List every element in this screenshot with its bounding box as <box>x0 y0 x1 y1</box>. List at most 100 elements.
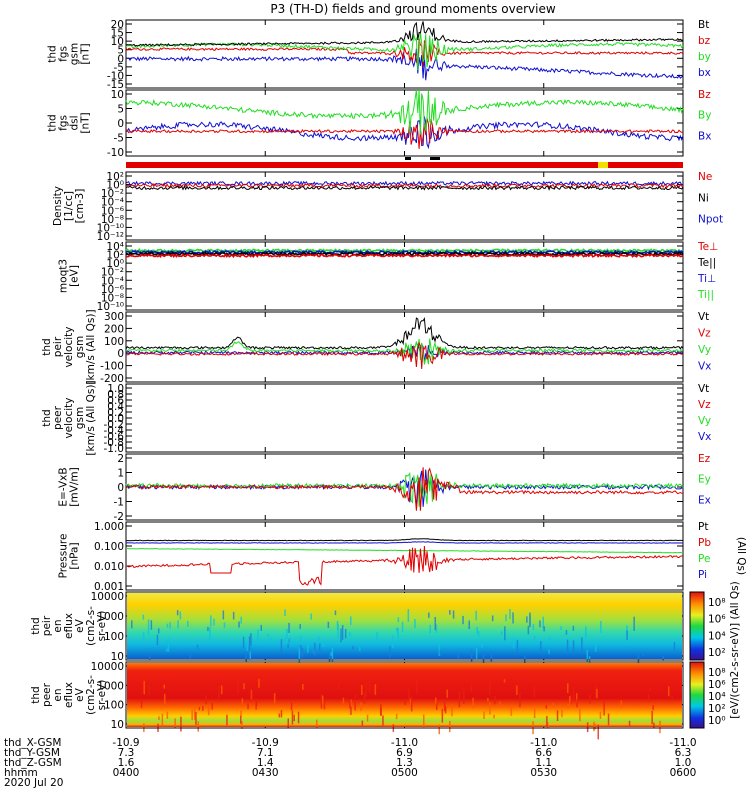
series-line-Pe <box>126 548 684 554</box>
legend-Npot: Npot <box>698 214 723 226</box>
spectrogram-streak <box>477 631 480 637</box>
series-line-Vy <box>125 338 683 365</box>
spectrogram-streak <box>560 626 562 630</box>
spectrogram-streak <box>291 710 294 725</box>
spectrogram-streak <box>545 704 548 709</box>
y-tick-label: -5 <box>114 133 124 145</box>
quality-flag-marker <box>405 157 411 160</box>
y-tick-label: 1.0 <box>107 383 124 395</box>
footer-value: -10.9 <box>252 737 279 749</box>
y-axis-label: [nT] <box>80 43 92 64</box>
spectrogram-streak <box>572 640 575 652</box>
spectrogram-streak <box>298 648 301 663</box>
spectrogram-streak <box>359 646 361 652</box>
panel-frame <box>125 171 684 241</box>
spectrogram-streak <box>287 643 289 649</box>
y-axis-label: (cm2-s- <box>85 606 97 646</box>
footer-value: 0500 <box>391 767 418 779</box>
spectrogram-streak <box>330 652 332 656</box>
spectrogram-streak <box>463 689 465 704</box>
spectrogram-streak <box>487 698 489 702</box>
spectrogram-streak <box>148 655 151 660</box>
spectrogram-streak <box>628 720 631 726</box>
spectrogram-streak <box>397 627 399 641</box>
spectrogram-streak <box>349 699 351 709</box>
spectrogram-streak <box>218 685 220 699</box>
footer-row-label: hhmm <box>4 767 38 779</box>
spectrogram-streak <box>503 679 506 683</box>
legend-Ti⊥: Ti⊥ <box>697 273 716 285</box>
spectrogram-streak <box>223 622 226 628</box>
spectrogram-streak <box>273 693 276 704</box>
y-axis-label: [cm-3] <box>74 189 86 224</box>
y-axis-label: peir <box>41 615 53 636</box>
y-tick-label: 10 <box>111 36 124 48</box>
spectrogram-streak <box>250 689 253 700</box>
legend-Pb: Pb <box>698 537 711 549</box>
spectrogram-streak <box>331 648 334 663</box>
y-axis-label: thd <box>30 686 42 703</box>
y-axis-label: thd <box>30 617 42 634</box>
spectrogram-streak <box>334 610 337 616</box>
spectrogram-streak <box>572 625 575 631</box>
spectrogram-streak <box>366 714 369 722</box>
spectrogram-streak <box>222 610 225 620</box>
spectrogram-streak <box>449 720 451 733</box>
spectrogram-streak <box>468 620 470 630</box>
y-axis-label: fgs <box>58 46 70 62</box>
y-axis-label: en <box>52 619 64 632</box>
spectrogram-streak <box>361 720 364 726</box>
y-axis-label: E=-VxB <box>58 467 70 506</box>
spectrogram-streak <box>207 706 210 716</box>
spectrogram-streak <box>166 711 169 719</box>
spectrogram-streak <box>527 625 530 635</box>
y-tick-label: -15 <box>107 79 124 91</box>
y-axis-label: fgs <box>58 115 70 131</box>
y-axis-label: [mV/m] <box>69 467 81 506</box>
spectrogram-streak <box>603 701 605 716</box>
spectrogram-streak <box>561 709 563 718</box>
footer-value: 0600 <box>670 767 697 779</box>
spectrogram-streak <box>166 648 168 652</box>
spectrogram-streak <box>240 715 242 724</box>
y-tick-label: 1000 <box>97 680 124 692</box>
y-tick-label: -10 <box>107 70 124 82</box>
footer-value: 1.4 <box>257 757 274 769</box>
spectrogram-streak <box>290 702 293 711</box>
spectrogram-streak <box>647 694 650 702</box>
y-tick-label: 10² <box>106 171 124 183</box>
spectrogram-streak <box>349 631 351 637</box>
spectrogram-streak <box>579 708 581 722</box>
quality-flag-marker <box>430 157 440 160</box>
spectrogram-streak <box>519 692 521 708</box>
spectrogram-streak <box>475 610 477 621</box>
spectrogram-streak <box>490 651 493 662</box>
spectrogram-streak <box>257 629 259 645</box>
y-axis-label: [nPa] <box>69 542 81 569</box>
spectrogram-streak <box>472 697 474 709</box>
spectrogram-streak <box>586 722 589 733</box>
colorbar-tick: 10⁶ <box>708 679 726 691</box>
spectrogram-streak <box>533 684 535 697</box>
spectrogram-streak <box>516 639 519 654</box>
spectrogram-streak <box>593 721 595 732</box>
spectrogram-streak <box>317 636 320 645</box>
spectrogram-streak <box>671 695 673 700</box>
spectrogram-streak <box>249 689 252 702</box>
spectrogram-streak <box>307 642 309 649</box>
y-tick-label: -100 <box>100 361 124 373</box>
spectrogram-streak <box>240 710 242 717</box>
spectrogram-streak <box>187 620 189 627</box>
spectrogram-streak <box>504 626 506 641</box>
spectrogram-streak <box>376 631 378 644</box>
spectrogram-streak <box>382 715 384 726</box>
y-tick-label: 10⁰ <box>106 258 124 270</box>
legend-bz: bz <box>698 35 711 47</box>
spectrogram-streak <box>270 638 273 642</box>
spectrogram-streak <box>322 695 324 705</box>
series-line-bz <box>125 39 684 67</box>
y-axis-label: velocity <box>63 326 75 367</box>
y-tick-label: -0.2 <box>104 419 125 431</box>
footer-value: 1.0 <box>675 757 692 769</box>
